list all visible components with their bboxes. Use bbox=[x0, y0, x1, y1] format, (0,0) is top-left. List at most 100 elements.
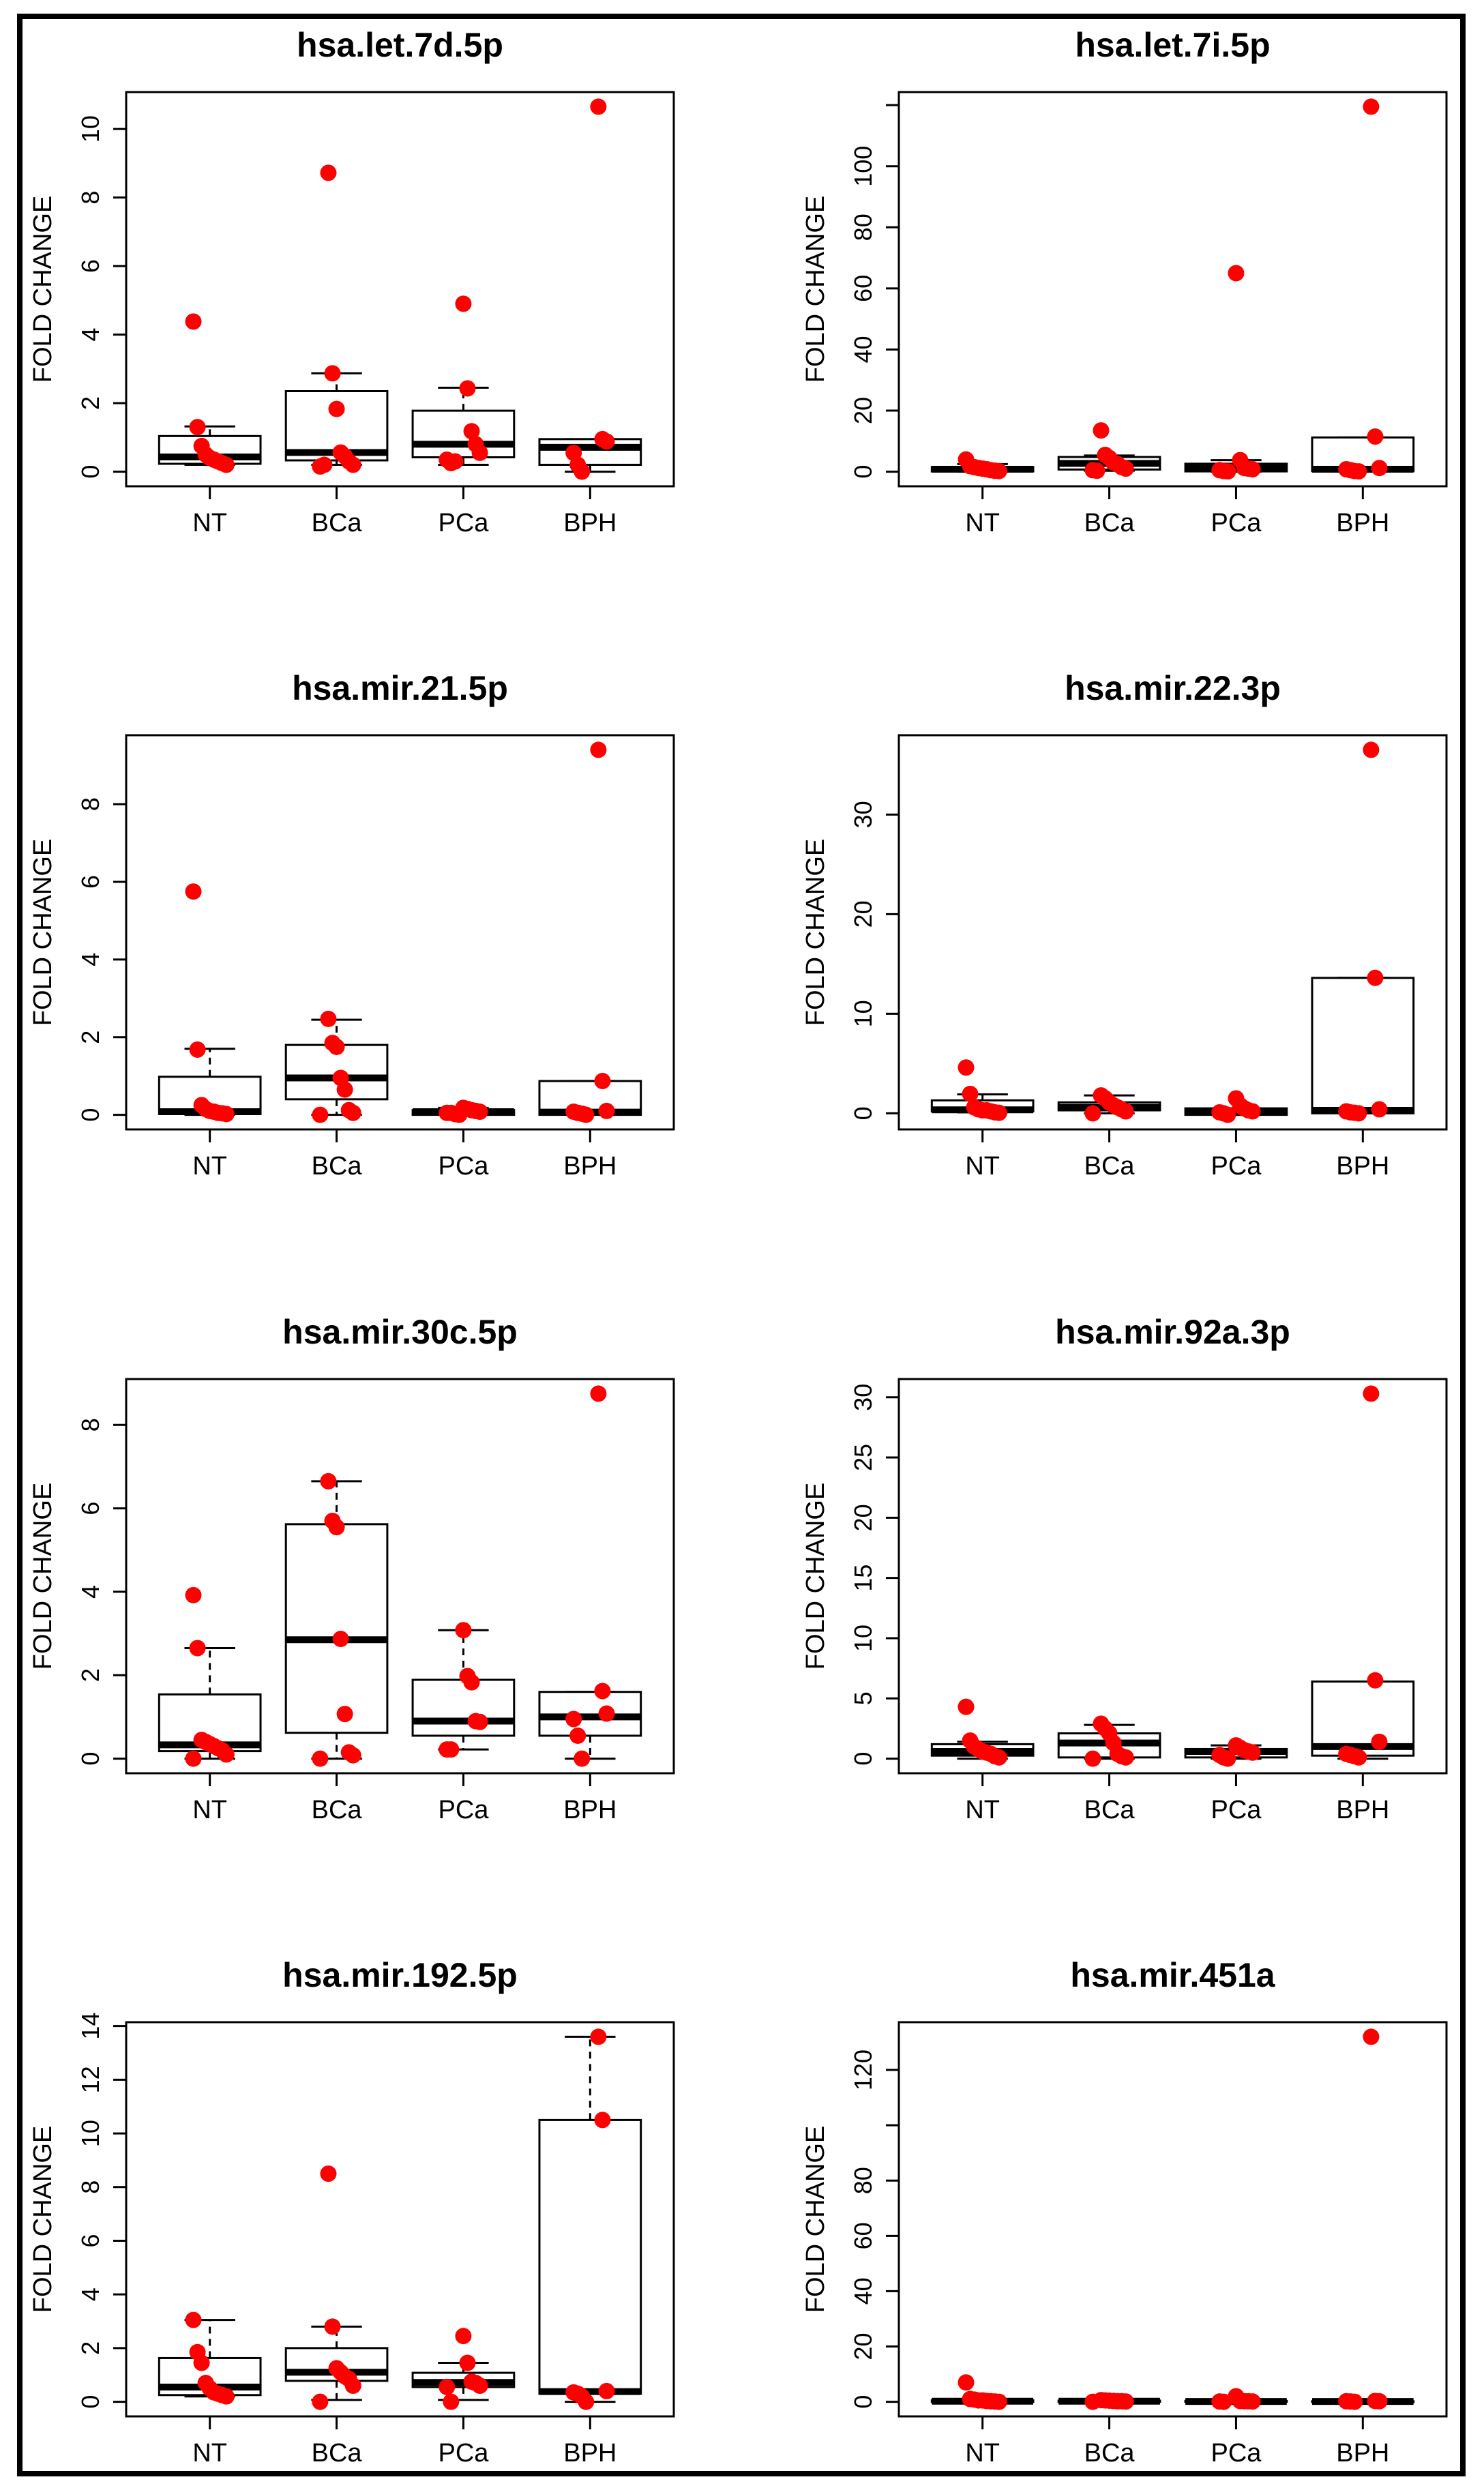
data-point bbox=[455, 1622, 472, 1639]
chart-title: hsa.let.7d.5p bbox=[297, 26, 503, 64]
plot-frame bbox=[897, 1378, 1448, 1775]
data-point bbox=[193, 2354, 210, 2371]
y-tick-label: 10 bbox=[76, 2120, 104, 2147]
y-tick-label: 40 bbox=[849, 2277, 877, 2305]
panel-hsa-mir-92a-3p: hsa.mir.92a.3p FOLD CHANGE 0 5 10 15 20 25 30 NT B… bbox=[801, 1313, 1448, 1824]
x-tick-label: NT bbox=[192, 2439, 227, 2468]
data-point bbox=[439, 2378, 456, 2395]
y-tick-label: 14 bbox=[76, 2013, 104, 2040]
y-tick-label: 6 bbox=[76, 259, 104, 273]
y-tick-label: 4 bbox=[76, 1585, 104, 1599]
data-point bbox=[1117, 1103, 1134, 1120]
y-tick-label: 0 bbox=[849, 1752, 877, 1766]
y-tick-label: 0 bbox=[76, 465, 104, 479]
data-point bbox=[344, 1104, 361, 1121]
data-point bbox=[1093, 422, 1110, 439]
x-tick-label: NT bbox=[192, 509, 227, 537]
y-tick-label: 6 bbox=[76, 875, 104, 889]
x-tick-label: NT bbox=[965, 509, 1000, 537]
iqr-box bbox=[284, 1523, 389, 1734]
figure-border bbox=[17, 14, 1466, 2476]
data-point bbox=[459, 2354, 476, 2371]
y-tick-label: 8 bbox=[76, 797, 104, 811]
x-tick-label: PCa bbox=[438, 1152, 489, 1181]
data-point bbox=[189, 1041, 206, 1058]
y-tick-label: 30 bbox=[849, 801, 877, 828]
data-point bbox=[463, 423, 480, 440]
data-point bbox=[1363, 98, 1380, 115]
data-point bbox=[218, 2388, 235, 2405]
y-tick-label: 2 bbox=[76, 1668, 104, 1682]
y-axis-label: FOLD CHANGE bbox=[801, 2126, 830, 2313]
iqr-box bbox=[1311, 977, 1415, 1114]
x-tick-label: PCa bbox=[438, 1796, 489, 1824]
data-point bbox=[574, 1750, 591, 1767]
data-point bbox=[320, 164, 337, 181]
x-tick-label: BPH bbox=[563, 509, 617, 537]
x-tick-label: BCa bbox=[312, 1152, 363, 1181]
data-point bbox=[598, 1102, 615, 1119]
x-tick-label: PCa bbox=[438, 509, 489, 537]
y-tick-label: 0 bbox=[849, 1106, 877, 1120]
y-tick-label: 80 bbox=[849, 213, 877, 241]
y-tick-label: 20 bbox=[849, 2332, 877, 2360]
data-point bbox=[189, 1640, 206, 1657]
data-point bbox=[443, 2393, 460, 2410]
panel-hsa-let-7d-5p: hsa.let.7d.5p FOLD CHANGE 0 2 4 6 8 10 NT BCa PCa B… bbox=[29, 26, 675, 537]
panel-hsa-mir-192-5p: hsa.mir.192.5p FOLD CHANGE 0 2 4 6 8 10 12 14 NT BC… bbox=[29, 1956, 675, 2468]
plot-frame bbox=[125, 2021, 675, 2418]
x-tick-label: BCa bbox=[1084, 1152, 1136, 1181]
x-tick-label: BPH bbox=[563, 1152, 617, 1181]
data-point bbox=[312, 2393, 329, 2410]
data-point bbox=[471, 2377, 488, 2394]
y-axis-label: FOLD CHANGE bbox=[29, 2126, 57, 2313]
data-point bbox=[574, 463, 591, 480]
data-point bbox=[459, 380, 476, 397]
data-point bbox=[218, 1106, 235, 1123]
data-point bbox=[320, 1472, 337, 1490]
y-tick-label: 100 bbox=[849, 146, 877, 187]
x-tick-label: BPH bbox=[1336, 1796, 1389, 1824]
data-point bbox=[332, 1631, 349, 1648]
data-point bbox=[1244, 2393, 1261, 2410]
y-axis-label: FOLD CHANGE bbox=[29, 196, 57, 383]
data-point bbox=[1117, 1749, 1134, 1766]
y-tick-label: 0 bbox=[76, 1108, 104, 1122]
chart-title: hsa.mir.21.5p bbox=[292, 669, 508, 707]
x-tick-label: NT bbox=[192, 1152, 227, 1181]
y-tick-label: 6 bbox=[76, 2234, 104, 2247]
data-point bbox=[324, 2318, 341, 2335]
y-tick-label: 2 bbox=[76, 396, 104, 410]
data-point bbox=[1088, 462, 1105, 479]
iqr-box bbox=[411, 409, 516, 458]
y-tick-label: 8 bbox=[76, 2180, 104, 2194]
x-tick-label: BPH bbox=[563, 2439, 617, 2468]
x-tick-label: NT bbox=[965, 1152, 1000, 1181]
data-point bbox=[471, 444, 488, 461]
data-point bbox=[594, 1073, 611, 1090]
data-point bbox=[312, 1106, 329, 1123]
y-tick-label: 0 bbox=[76, 1752, 104, 1766]
data-point bbox=[990, 1749, 1007, 1766]
y-tick-label: 40 bbox=[849, 336, 877, 363]
data-point bbox=[1367, 428, 1384, 445]
x-tick-label: BCa bbox=[312, 1796, 363, 1824]
data-point bbox=[590, 98, 607, 115]
data-point bbox=[990, 2393, 1007, 2410]
data-point bbox=[598, 433, 615, 450]
data-point bbox=[1346, 2393, 1363, 2410]
chart-title: hsa.mir.451a bbox=[1070, 1956, 1275, 1994]
y-tick-label: 5 bbox=[849, 1691, 877, 1705]
x-tick-label: PCa bbox=[438, 2439, 489, 2468]
y-tick-label: 4 bbox=[76, 953, 104, 966]
y-tick-label: 25 bbox=[849, 1444, 877, 1471]
data-point bbox=[320, 1010, 337, 1027]
y-tick-label: 4 bbox=[76, 328, 104, 342]
plot-frame bbox=[125, 734, 675, 1131]
x-tick-label: NT bbox=[965, 2439, 1000, 2468]
data-point bbox=[1228, 265, 1245, 282]
data-point bbox=[344, 1747, 361, 1764]
panel-hsa-mir-451a: hsa.mir.451a FOLD CHANGE 0 20 40 60 80 120 NT BCa… bbox=[801, 1956, 1448, 2468]
data-point bbox=[471, 1713, 488, 1730]
x-tick-label: BCa bbox=[1084, 1796, 1136, 1824]
